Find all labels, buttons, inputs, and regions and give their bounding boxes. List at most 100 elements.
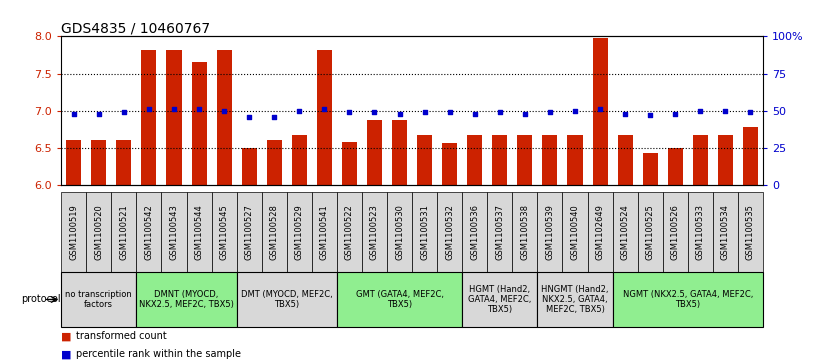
Text: DMT (MYOCD, MEF2C,
TBX5): DMT (MYOCD, MEF2C, TBX5): [241, 290, 333, 309]
Bar: [718, 135, 733, 185]
Point: [468, 111, 481, 117]
Point: [343, 109, 356, 115]
Text: GSM1100526: GSM1100526: [671, 204, 680, 260]
Text: GSM1100519: GSM1100519: [69, 204, 78, 260]
Text: transformed count: transformed count: [76, 331, 166, 341]
Text: GSM1100532: GSM1100532: [446, 204, 455, 260]
Point: [518, 111, 531, 117]
Bar: [66, 140, 82, 185]
Text: GSM1100523: GSM1100523: [370, 204, 379, 260]
Bar: [468, 135, 482, 185]
Bar: [337, 272, 462, 327]
Text: GSM1100522: GSM1100522: [345, 204, 354, 260]
Text: HNGMT (Hand2,
NKX2.5, GATA4,
MEF2C, TBX5): HNGMT (Hand2, NKX2.5, GATA4, MEF2C, TBX5…: [541, 285, 609, 314]
Text: GSM1102649: GSM1102649: [596, 204, 605, 260]
Bar: [538, 192, 562, 272]
Point: [142, 106, 155, 112]
Bar: [592, 38, 608, 185]
Bar: [111, 192, 136, 272]
Bar: [286, 192, 312, 272]
Point: [118, 109, 131, 115]
Point: [67, 111, 80, 117]
Bar: [743, 127, 758, 185]
Bar: [693, 135, 707, 185]
Bar: [61, 192, 86, 272]
Point: [368, 109, 381, 115]
Text: GSM1100527: GSM1100527: [245, 204, 254, 260]
Bar: [512, 192, 538, 272]
Bar: [588, 192, 613, 272]
Bar: [663, 192, 688, 272]
Bar: [667, 148, 683, 185]
Point: [719, 108, 732, 114]
Text: NGMT (NKX2.5, GATA4, MEF2C,
TBX5): NGMT (NKX2.5, GATA4, MEF2C, TBX5): [623, 290, 753, 309]
Bar: [613, 192, 637, 272]
Text: GSM1100539: GSM1100539: [545, 204, 554, 260]
Text: GSM1100533: GSM1100533: [696, 204, 705, 260]
Bar: [136, 272, 237, 327]
Point: [393, 111, 406, 117]
Bar: [637, 192, 663, 272]
Text: GSM1100534: GSM1100534: [721, 204, 730, 260]
Point: [193, 106, 206, 112]
Bar: [141, 50, 157, 185]
Text: GSM1100520: GSM1100520: [95, 204, 104, 260]
Bar: [492, 135, 508, 185]
Bar: [237, 272, 337, 327]
Point: [619, 111, 632, 117]
Point: [242, 114, 255, 119]
Bar: [417, 135, 432, 185]
Point: [268, 114, 281, 119]
Bar: [362, 192, 387, 272]
Text: GDS4835 / 10460767: GDS4835 / 10460767: [61, 21, 211, 35]
Bar: [613, 272, 763, 327]
Point: [744, 109, 757, 115]
Text: GSM1100521: GSM1100521: [119, 204, 128, 260]
Point: [293, 108, 306, 114]
Bar: [91, 140, 106, 185]
Text: GMT (GATA4, MEF2C,
TBX5): GMT (GATA4, MEF2C, TBX5): [356, 290, 444, 309]
Point: [543, 109, 557, 115]
Point: [668, 111, 681, 117]
Point: [644, 112, 657, 118]
Bar: [317, 50, 332, 185]
Point: [443, 109, 456, 115]
Bar: [136, 192, 162, 272]
Bar: [216, 50, 232, 185]
Bar: [412, 192, 437, 272]
Text: GSM1100541: GSM1100541: [320, 204, 329, 260]
Text: GSM1100543: GSM1100543: [170, 204, 179, 260]
Bar: [117, 140, 131, 185]
Bar: [242, 148, 257, 185]
Bar: [437, 192, 462, 272]
Text: ■: ■: [61, 331, 72, 341]
Bar: [543, 135, 557, 185]
Point: [317, 106, 331, 112]
Bar: [442, 143, 457, 185]
Bar: [517, 135, 532, 185]
Bar: [237, 192, 262, 272]
Bar: [292, 135, 307, 185]
Bar: [211, 192, 237, 272]
Bar: [342, 142, 357, 185]
Text: GSM1100542: GSM1100542: [144, 204, 153, 260]
Text: GSM1100525: GSM1100525: [645, 204, 654, 260]
Text: DMNT (MYOCD,
NKX2.5, MEF2C, TBX5): DMNT (MYOCD, NKX2.5, MEF2C, TBX5): [139, 290, 234, 309]
Text: GSM1100538: GSM1100538: [521, 204, 530, 260]
Bar: [392, 120, 407, 185]
Bar: [487, 192, 512, 272]
Point: [694, 108, 707, 114]
Bar: [738, 192, 763, 272]
Text: protocol: protocol: [21, 294, 61, 305]
Bar: [312, 192, 337, 272]
Text: GSM1100540: GSM1100540: [570, 204, 579, 260]
Bar: [162, 192, 187, 272]
Bar: [267, 140, 282, 185]
Bar: [462, 192, 487, 272]
Bar: [562, 192, 588, 272]
Bar: [387, 192, 412, 272]
Point: [92, 111, 105, 117]
Bar: [262, 192, 286, 272]
Bar: [166, 50, 181, 185]
Bar: [61, 272, 136, 327]
